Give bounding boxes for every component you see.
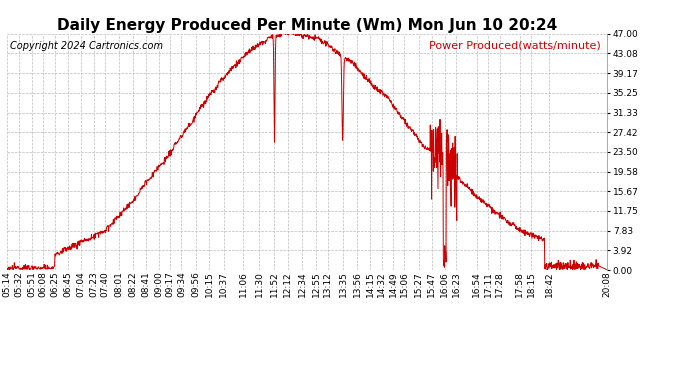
Title: Daily Energy Produced Per Minute (Wm) Mon Jun 10 20:24: Daily Energy Produced Per Minute (Wm) Mo…: [57, 18, 558, 33]
Text: Copyright 2024 Cartronics.com: Copyright 2024 Cartronics.com: [10, 41, 163, 51]
Text: Power Produced(watts/minute): Power Produced(watts/minute): [429, 41, 601, 51]
